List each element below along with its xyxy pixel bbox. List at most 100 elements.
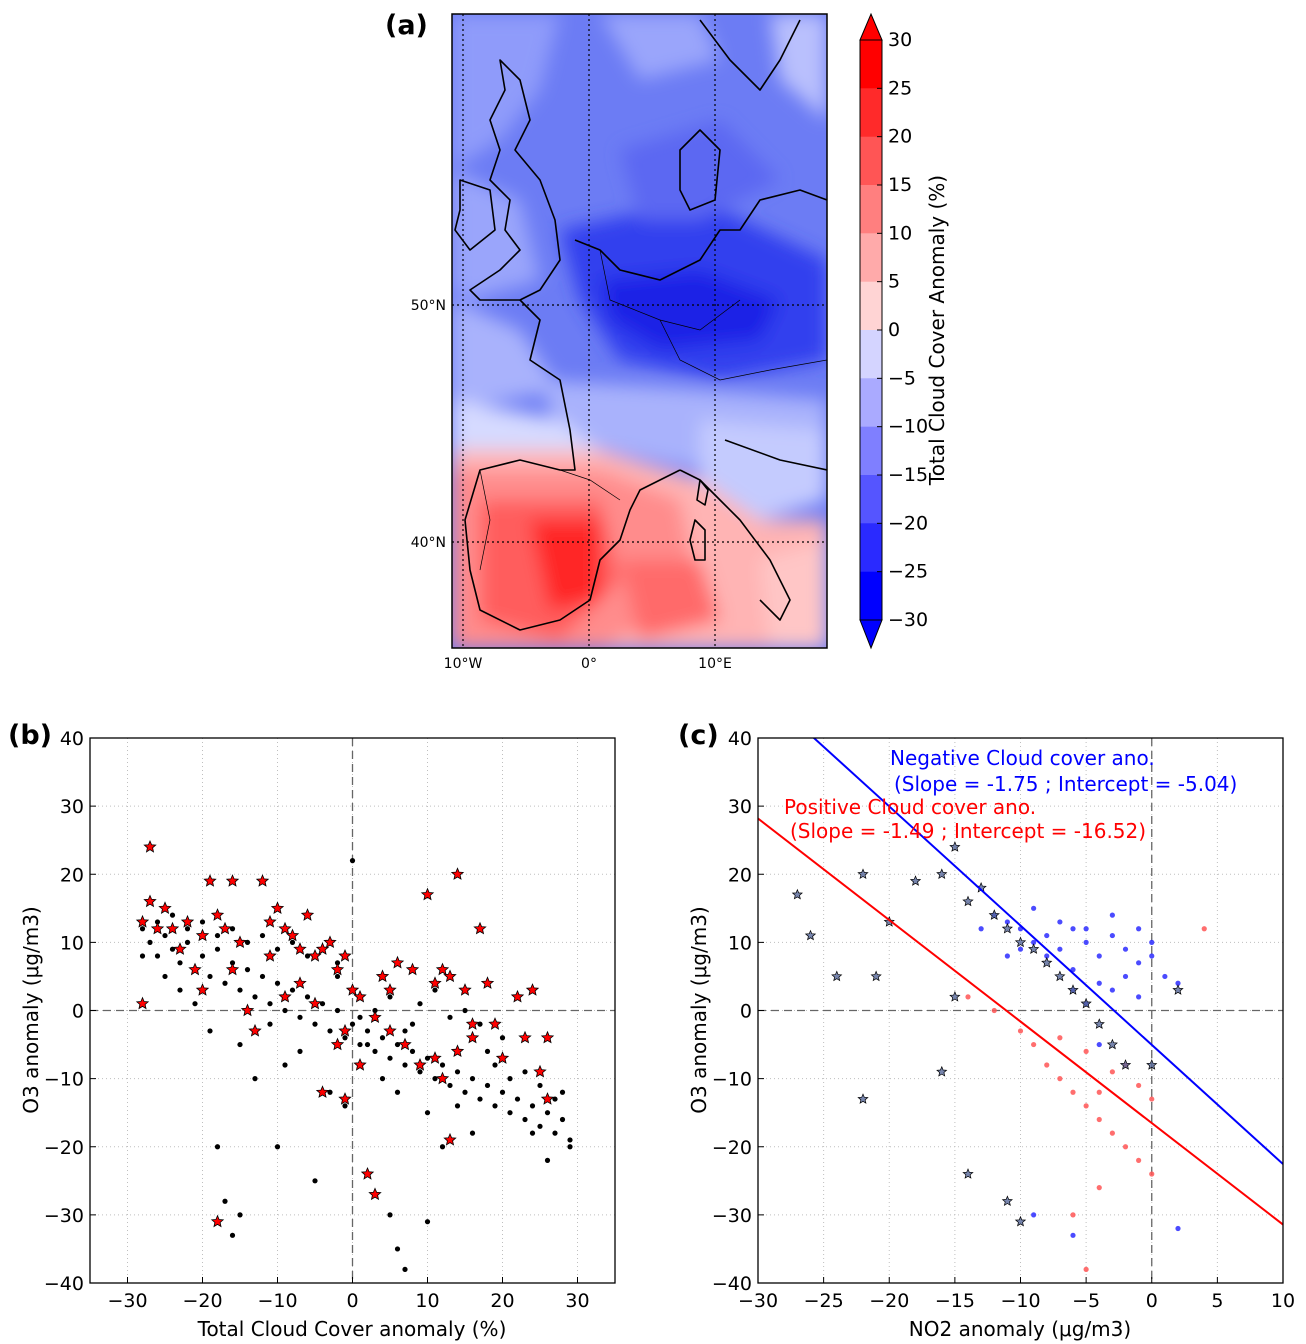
c-dot-point [1083, 1266, 1089, 1272]
b-star-point [360, 1166, 375, 1180]
b-star-point [368, 1187, 382, 1201]
b-dot-point [447, 1082, 453, 1089]
b-dot-point [214, 946, 221, 952]
b-star-point [488, 1017, 502, 1030]
b-star-point [135, 914, 150, 928]
b-star-point [278, 989, 292, 1003]
b-star-point [428, 1051, 442, 1064]
b-star-point [330, 962, 345, 976]
x-tick-label: −30 [738, 1290, 778, 1312]
c-star-point [909, 875, 922, 886]
x-tick-label: 10 [415, 1290, 439, 1312]
c-dot-point [1149, 1096, 1155, 1102]
panel-b-letter: (b) [8, 720, 52, 751]
b-dot-point [334, 973, 341, 980]
c-series [791, 841, 1207, 1272]
b-dot-point [514, 1096, 521, 1102]
b-dot-point [252, 994, 258, 1000]
b-star-point [248, 1023, 262, 1037]
b-star-point [398, 1037, 412, 1051]
b-star-point [255, 874, 270, 887]
c-dot-point [1070, 1212, 1076, 1218]
b-dot-point [162, 973, 168, 980]
c-dot-point [1109, 1069, 1115, 1075]
b-dot-point [499, 1089, 506, 1095]
b-star-point [338, 1092, 352, 1105]
b-dot-point [244, 967, 251, 973]
c-dot-point [1083, 939, 1089, 945]
x-tick-label: −25 [804, 1290, 844, 1312]
b-dot-point [312, 1021, 318, 1027]
b-dot-point [162, 932, 168, 939]
b-dot-point [507, 1076, 513, 1082]
y-tick-label: −30 [712, 1205, 752, 1227]
b-dot-point [289, 939, 296, 945]
b-dot-point [192, 1001, 198, 1007]
colorbar-tick-label: −30 [888, 609, 928, 631]
b-dot-point [297, 1014, 303, 1020]
b-dot-point [282, 1062, 288, 1068]
y-tick-label: 0 [72, 1001, 84, 1023]
c-regression-line [758, 817, 1283, 1226]
c-dot-point [965, 994, 971, 1000]
b-star-point [480, 976, 495, 989]
c-dot-point [1122, 946, 1129, 952]
b-dot-point [544, 1157, 551, 1163]
colorbar: 30 25 20 15 10 5 0 −5 −10 −15 −20 −25 −30 Total Clou… [859, 12, 949, 650]
b-dot-point [199, 953, 206, 959]
c-annotation-negative-stats: (Slope = -1.75 ; Intercept = -5.04) [894, 772, 1237, 796]
x-tick-label: 0 [346, 1290, 358, 1312]
b-dot-point [282, 1007, 288, 1014]
c-dot-point [1096, 1185, 1102, 1191]
lon-label-10e: 10°E [698, 656, 732, 672]
b-dot-point [379, 1076, 386, 1082]
b-dot-point [529, 1103, 536, 1109]
y-tick-label: 30 [728, 796, 752, 818]
colorbar-segment [860, 233, 882, 283]
b-dot-point [439, 1144, 446, 1150]
colorbar-extend-max [859, 12, 883, 41]
colorbar-segment [860, 523, 882, 573]
c-dot-point [1057, 1076, 1063, 1082]
b-star-point [435, 1071, 450, 1085]
b-star-point [308, 996, 322, 1010]
colorbar-tick-label: −5 [888, 367, 916, 389]
y-tick-label: −10 [44, 1069, 84, 1091]
x-tick-label: 10 [1271, 1290, 1295, 1312]
b-dot-point [529, 1130, 536, 1136]
b-star-point [540, 1030, 555, 1044]
colorbar-ticks: 30 25 20 15 10 5 0 −5 −10 −15 −20 −25 −30 [877, 29, 928, 631]
c-dot-point [1122, 973, 1129, 980]
c-dot-point [1175, 980, 1181, 986]
c-dot-point [1096, 1041, 1102, 1048]
c-dot-point [1201, 926, 1207, 932]
b-dot-point [304, 953, 311, 959]
b-star-point [353, 989, 367, 1003]
c-dot-point [1096, 1116, 1102, 1123]
b-dot-point [274, 946, 281, 952]
b-dot-point [139, 926, 146, 932]
colorbar-segment [860, 136, 882, 186]
x-tick-label: 0 [1146, 1290, 1158, 1312]
b-star-point [240, 1003, 255, 1017]
b-dot-point [454, 1103, 461, 1109]
b-dot-point [297, 1048, 303, 1054]
x-tick-label: 5 [1211, 1290, 1223, 1312]
c-dot-point [1109, 932, 1115, 939]
b-dot-point [334, 1007, 341, 1014]
c-dot-point [1017, 946, 1024, 952]
b-dot-point [259, 932, 266, 939]
b-star-point [293, 942, 307, 955]
b-dot-point [349, 858, 356, 864]
b-dot-point [402, 1062, 408, 1068]
b-star-point [225, 962, 240, 976]
x-tick-label: −10 [1000, 1290, 1040, 1312]
colorbar-segment [860, 475, 882, 524]
x-tick-label: −5 [1072, 1290, 1100, 1312]
y-tick-label: −20 [44, 1137, 84, 1159]
c-annotation-positive-title: Positive Cloud cover ano. [784, 795, 1036, 819]
b-dot-point [492, 1062, 498, 1068]
y-tick-label: 20 [728, 864, 752, 886]
b-series-dots [139, 858, 573, 1272]
b-dot-point [417, 1001, 423, 1007]
